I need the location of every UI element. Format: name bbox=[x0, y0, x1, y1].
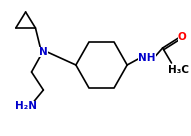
Text: N: N bbox=[39, 47, 48, 57]
Text: NH: NH bbox=[138, 53, 156, 63]
Text: H₂N: H₂N bbox=[15, 101, 37, 111]
Text: O: O bbox=[178, 32, 187, 42]
Text: H₃C: H₃C bbox=[168, 65, 189, 75]
